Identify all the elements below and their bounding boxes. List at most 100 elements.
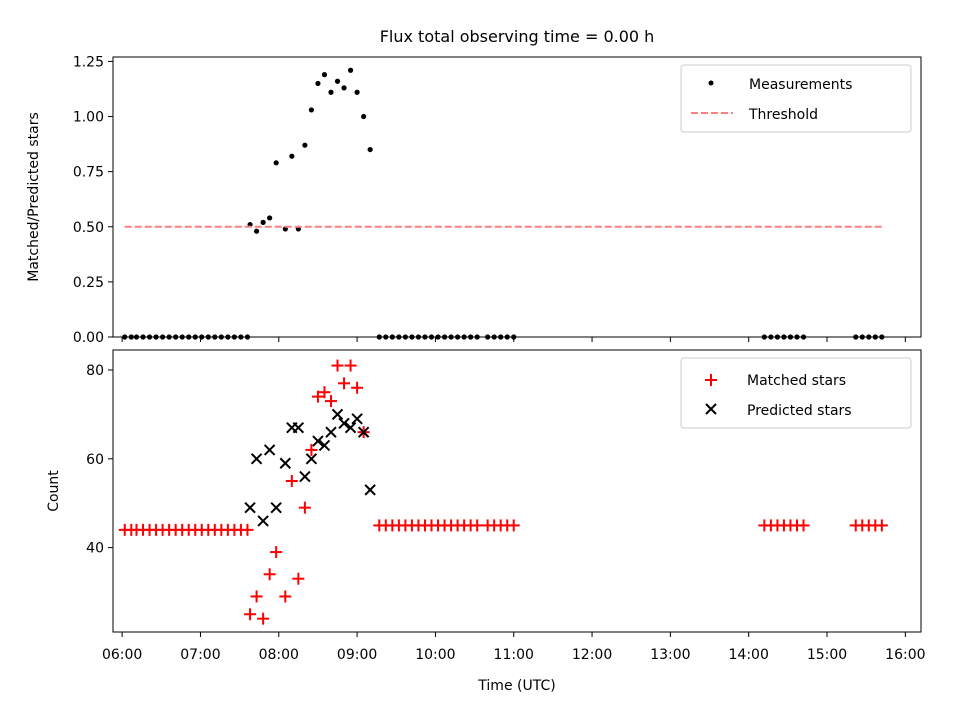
ratio-y-axis-label: Matched/Predicted stars xyxy=(26,112,42,282)
matched-stars-point xyxy=(331,359,344,372)
x-tick-label: 07:00 xyxy=(180,647,220,663)
count-legend: Matched stars Predicted stars xyxy=(680,357,912,429)
count-y-ticks: 40 60 80 xyxy=(86,363,113,557)
predicted-stars-point xyxy=(325,426,337,438)
predicted-stars-point xyxy=(312,435,324,447)
y-tick-label: 1.00 xyxy=(73,110,104,126)
measurements-point xyxy=(253,228,260,234)
x-tick-label: 12:00 xyxy=(572,647,612,663)
predicted-stars-point xyxy=(305,453,318,465)
y-tick-label: 1.25 xyxy=(73,54,104,70)
predicted-stars-point xyxy=(351,413,363,425)
predicted-stars-point xyxy=(257,515,269,527)
matched-stars-point xyxy=(318,386,331,399)
measurements-point xyxy=(354,89,360,95)
matched-stars-point xyxy=(279,590,292,603)
y-tick-label: 0.00 xyxy=(73,330,104,346)
count-x-ticks: 06:00 07:00 08:00 09:00 10:00 11:00 12:00 13:00… xyxy=(102,632,926,663)
measurements-point xyxy=(367,146,373,153)
legend-predicted-marker xyxy=(705,403,717,415)
matched-stars-point xyxy=(324,395,337,408)
predicted-stars-point xyxy=(318,439,331,452)
predicted-stars-point xyxy=(364,484,376,496)
figure-title: Flux total observing time = 0.00 h xyxy=(380,27,655,46)
x-axis-label: Time (UTC) xyxy=(477,678,555,694)
matched-stars-point xyxy=(311,390,324,403)
x-tick-label: 11:00 xyxy=(494,647,534,663)
x-tick-label: 14:00 xyxy=(729,647,769,663)
x-tick-label: 08:00 xyxy=(259,647,299,663)
matched-stars-point xyxy=(305,443,318,456)
x-tick-label: 13:00 xyxy=(650,647,690,663)
matched-stars-point xyxy=(241,523,254,536)
legend-matched-marker xyxy=(705,374,717,386)
x-tick-label: 10:00 xyxy=(415,647,455,663)
predicted-stars-point xyxy=(270,501,282,514)
matched-stars-point xyxy=(507,519,520,532)
measurements-point xyxy=(321,72,328,78)
x-tick-label: 16:00 xyxy=(885,647,925,663)
matched-stars-point xyxy=(298,501,311,514)
predicted-stars-point xyxy=(250,453,263,465)
legend-matched-label: Matched stars xyxy=(747,373,846,389)
matched-stars-point xyxy=(875,519,888,532)
legend-measurements-label: Measurements xyxy=(749,77,852,93)
matched-stars-point xyxy=(471,519,484,532)
matched-stars-point xyxy=(257,612,270,625)
matched-stars-point xyxy=(344,359,357,372)
y-tick-label: 0.50 xyxy=(73,220,104,236)
ratio-legend-frame xyxy=(680,64,912,133)
matched-stars-point xyxy=(292,572,305,585)
predicted-stars-point xyxy=(292,422,305,434)
matched-stars-point xyxy=(270,546,283,559)
measurements-point xyxy=(273,160,279,166)
legend-predicted-label: Predicted stars xyxy=(747,403,852,419)
ratio-axes-frame xyxy=(112,56,922,338)
matched-stars-point xyxy=(351,381,364,394)
matched-stars-point xyxy=(244,608,257,621)
predicted-stars-point xyxy=(344,422,357,434)
ratio-legend: Measurements Threshold xyxy=(680,64,912,133)
count-legend-frame xyxy=(680,357,912,429)
measurements-point xyxy=(334,78,341,84)
x-tick-label: 09:00 xyxy=(337,647,377,663)
y-tick-label: 40 xyxy=(86,541,104,557)
measurements-point xyxy=(289,153,295,159)
y-tick-label: 0.25 xyxy=(73,275,104,291)
legend-threshold-label: Threshold xyxy=(748,107,818,123)
ratio-y-ticks: 0.00 0.25 0.50 0.75 1.00 1.25 xyxy=(73,54,113,346)
matched-stars-point xyxy=(250,590,263,603)
predicted-stars-point xyxy=(263,444,276,456)
matched-stars-point xyxy=(285,475,298,488)
measurements-point xyxy=(328,89,334,95)
matched-stars-point xyxy=(338,377,351,390)
predicted-stars-point xyxy=(331,408,344,421)
y-tick-label: 0.75 xyxy=(73,165,104,181)
y-tick-label: 60 xyxy=(86,452,104,468)
legend-measurements-marker xyxy=(708,80,714,86)
ratio-x-ticks xyxy=(121,337,906,342)
matched-stars-point xyxy=(797,519,810,532)
measurements-point xyxy=(308,107,315,113)
predicted-stars-point xyxy=(338,417,350,429)
measurements-point xyxy=(302,142,308,148)
predicted-stars-point xyxy=(279,457,292,469)
measurements-point xyxy=(315,80,321,87)
count-axes-frame xyxy=(112,349,922,633)
count-subplot: 40 60 80 06:00 07:00 08:00 09:00 10:00 11:00 12:… xyxy=(46,349,926,694)
x-tick-label: 15:00 xyxy=(807,647,847,663)
count-marks xyxy=(118,359,888,625)
measurements-point xyxy=(267,215,273,221)
predicted-stars-point xyxy=(299,470,311,483)
y-tick-label: 80 xyxy=(86,363,104,379)
ratio-subplot: 0.00 0.25 0.50 0.75 1.00 1.25 Matched/Predict… xyxy=(26,54,922,346)
x-tick-label: 06:00 xyxy=(102,647,142,663)
measurements-point xyxy=(361,113,367,120)
count-y-axis-label: Count xyxy=(46,470,62,512)
measurements-point xyxy=(260,219,266,225)
predicted-stars-point xyxy=(244,501,256,514)
matched-stars-point xyxy=(263,568,276,581)
measurements-point xyxy=(347,67,354,73)
predicted-stars-point xyxy=(357,426,370,438)
